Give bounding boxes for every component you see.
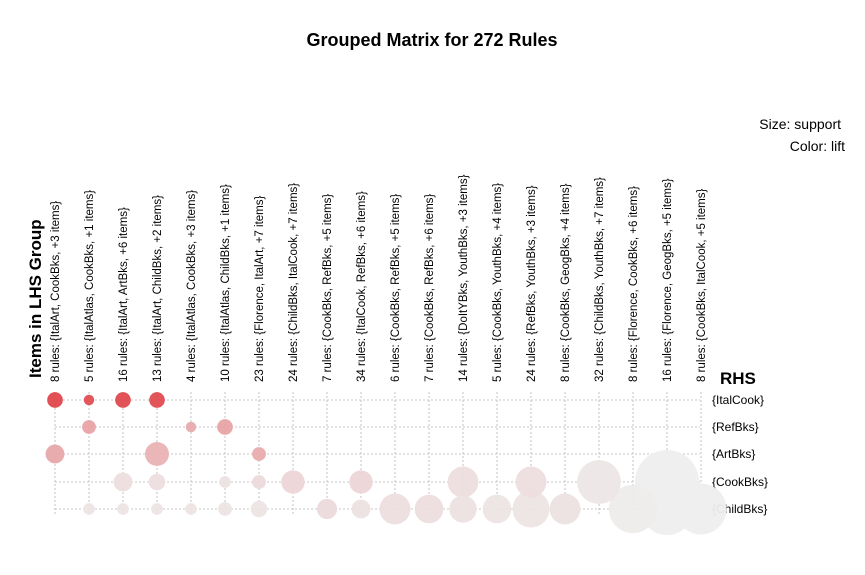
legend-size: Size: support <box>759 116 841 132</box>
rule-group-point <box>252 475 266 489</box>
rule-group-point <box>83 394 95 406</box>
column-label: 32 rules: {ChildBks, YouthBks, +7 items} <box>594 177 606 382</box>
rule-group-point <box>414 494 444 524</box>
column-label: 5 rules: {CookBks, YouthBks, +4 items} <box>492 183 504 382</box>
rule-group-point <box>115 392 131 408</box>
rule-group-point <box>351 499 371 519</box>
rule-group-point <box>316 498 338 520</box>
rule-group-point <box>219 476 231 488</box>
rule-group-point <box>379 493 411 525</box>
rule-group-point <box>482 494 512 524</box>
rule-group-point <box>45 444 65 464</box>
column-label: 8 rules: {Florence, CookBks, +6 items} <box>628 186 640 382</box>
rhs-axis-title: RHS <box>720 369 756 388</box>
chart-title: Grouped Matrix for 272 Rules <box>306 30 557 50</box>
rule-group-point <box>218 502 232 516</box>
rule-group-point <box>145 442 169 466</box>
y-axis-title: Items in LHS Group <box>26 219 45 378</box>
rule-group-point <box>577 460 621 504</box>
column-label: 6 rules: {CookBks, RefBks, +5 items} <box>390 194 402 382</box>
column-labels: 8 rules: {ItalArt, CookBks, +3 items} 5 r… <box>50 174 708 382</box>
column-label: 7 rules: {CookBks, RefBks, +6 items} <box>424 194 436 382</box>
rule-group-point <box>148 473 166 491</box>
rule-group-point <box>217 419 233 435</box>
rule-group-point <box>185 503 197 515</box>
column-label: 34 rules: {ItalCook, RefBks, +6 items} <box>356 191 368 382</box>
column-label: 16 rules: {ItalArt, ArtBks, +6 items} <box>118 207 130 382</box>
column-label: 10 rules: {ItalAtlas, ChildBks, +1 items… <box>220 184 232 382</box>
column-label: 24 rules: {ChildBks, ItalCook, +7 items} <box>288 183 300 382</box>
rule-group-point <box>349 470 373 494</box>
row-label: {CookBks} <box>712 475 768 489</box>
rule-group-point <box>113 472 133 492</box>
row-label: {ArtBks} <box>712 447 755 461</box>
column-label: 23 rules: {Florence, ItalArt, +7 items} <box>254 196 266 382</box>
column-label: 14 rules: {DoItYBks, YouthBks, +3 items} <box>458 174 470 382</box>
rule-group-point <box>117 503 129 515</box>
column-label: 8 rules: {CookBks, ItalCook, +5 items} <box>696 188 708 382</box>
rule-group-point <box>151 503 163 515</box>
column-label: 4 rules: {ItalAtlas, CookBks, +3 items} <box>186 190 198 382</box>
column-label: 16 rules: {Florence, GeogBks, +5 items} <box>662 178 674 382</box>
column-label: 7 rules: {CookBks, RefBks, +5 items} <box>322 194 334 382</box>
rule-group-point <box>82 420 96 434</box>
rule-group-point <box>83 503 95 515</box>
rule-group-point <box>149 392 165 408</box>
rule-group-point <box>252 447 266 461</box>
rule-group-point <box>608 484 658 534</box>
rule-group-point <box>281 470 305 494</box>
column-label: 13 rules: {ItalArt, ChildBks, +2 items} <box>152 195 164 382</box>
legend-color: Color: lift <box>790 138 845 154</box>
rule-group-point <box>447 466 479 498</box>
rule-group-point <box>449 495 477 523</box>
column-label: 8 rules: {CookBks, GeogBks, +4 items} <box>560 183 572 382</box>
rule-group-point <box>549 493 581 525</box>
rule-group-point <box>512 490 550 528</box>
row-label: {RefBks} <box>712 420 759 434</box>
rule-group-point <box>675 483 727 535</box>
rule-group-point <box>47 392 63 408</box>
rule-group-point <box>250 500 268 518</box>
row-label: {ItalCook} <box>712 393 764 407</box>
column-label: 24 rules: {RefBks, YouthBks, +3 items} <box>526 185 538 382</box>
rule-group-point <box>185 421 197 433</box>
column-label: 8 rules: {ItalArt, CookBks, +3 items} <box>50 201 62 382</box>
data-points <box>45 392 727 536</box>
column-label: 5 rules: {ItalAtlas, CookBks, +1 items} <box>84 190 96 382</box>
rule-group-point <box>515 466 547 498</box>
